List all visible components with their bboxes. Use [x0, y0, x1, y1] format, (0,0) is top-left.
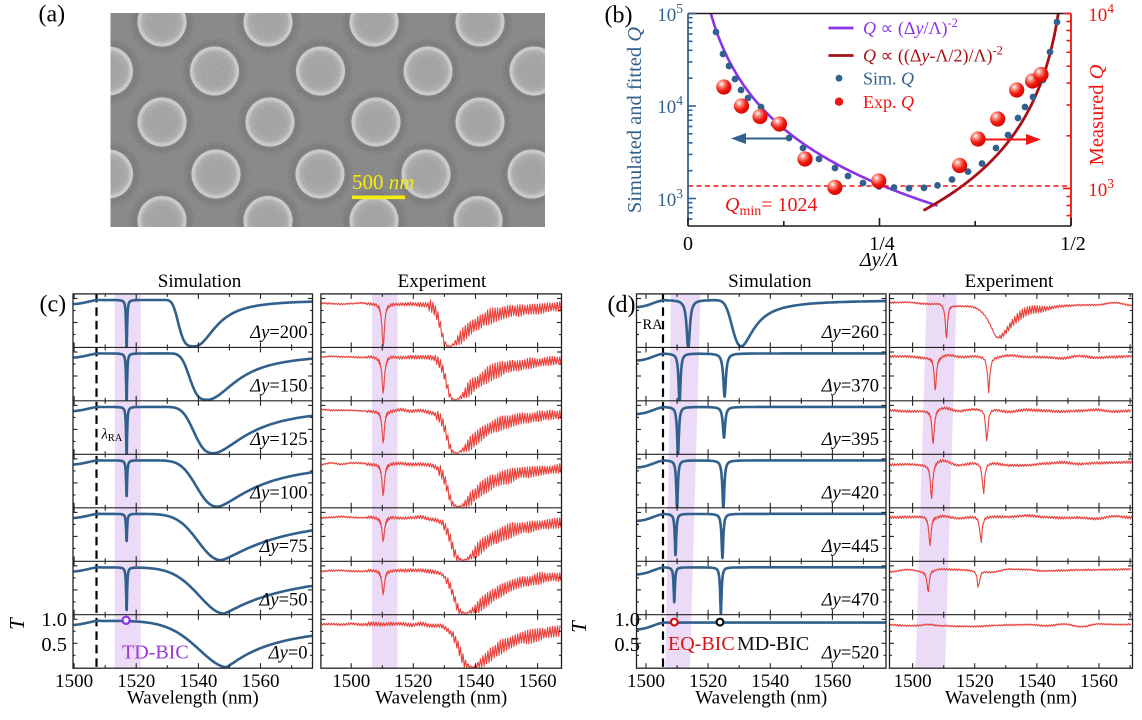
- svg-text:Δy=420: Δy=420: [821, 483, 879, 503]
- svg-text:Δy=200: Δy=200: [249, 323, 307, 343]
- svg-text:Δy=0: Δy=0: [268, 644, 308, 664]
- svg-text:Exp. Q: Exp. Q: [863, 92, 914, 112]
- svg-text:1500: 1500: [627, 671, 665, 692]
- svg-text:Experiment: Experiment: [398, 271, 487, 292]
- svg-text:Δy=395: Δy=395: [821, 430, 879, 450]
- svg-text:0: 0: [683, 233, 693, 255]
- svg-text:1540: 1540: [179, 671, 217, 692]
- svg-text:(c): (c): [40, 292, 67, 318]
- svg-text:Δy=100: Δy=100: [249, 483, 307, 503]
- svg-text:Δy=50: Δy=50: [258, 590, 307, 610]
- svg-text:(d): (d): [608, 292, 636, 318]
- svg-text:T: T: [567, 620, 591, 633]
- svg-text:1500: 1500: [55, 671, 93, 692]
- svg-text:0.5: 0.5: [614, 634, 640, 656]
- svg-text:1560: 1560: [242, 671, 280, 692]
- svg-text:1520: 1520: [689, 671, 727, 692]
- svg-text:1520: 1520: [394, 671, 432, 692]
- svg-text:Δy=445: Δy=445: [821, 537, 879, 557]
- svg-text:1/4: 1/4: [869, 233, 895, 255]
- svg-text:Δy=260: Δy=260: [821, 323, 879, 343]
- svg-text:1560: 1560: [1080, 671, 1118, 692]
- svg-text:TD-BIC: TD-BIC: [122, 642, 189, 664]
- svg-text:(b): (b): [605, 2, 633, 28]
- svg-text:T: T: [5, 617, 29, 630]
- svg-text:1.0: 1.0: [614, 609, 640, 631]
- svg-text:1.0: 1.0: [41, 609, 67, 631]
- svg-text:1520: 1520: [956, 671, 994, 692]
- svg-text:Simulation: Simulation: [728, 271, 812, 292]
- svg-text:1500: 1500: [894, 671, 932, 692]
- svg-text:500 nm: 500 nm: [352, 170, 414, 194]
- svg-text:(a): (a): [39, 1, 66, 27]
- svg-text:1560: 1560: [813, 671, 851, 692]
- svg-text:Δy=470: Δy=470: [821, 590, 879, 610]
- svg-text:Measured Q: Measured Q: [1086, 64, 1108, 165]
- svg-text:0.5: 0.5: [41, 634, 67, 656]
- svg-text:Δy=125: Δy=125: [249, 430, 307, 450]
- svg-text:EQ-BIC: EQ-BIC: [668, 633, 735, 655]
- svg-text:Δy=520: Δy=520: [821, 644, 879, 664]
- svg-text:Δy=370: Δy=370: [821, 376, 879, 396]
- svg-text:Simulated and fitted Q: Simulated and fitted Q: [624, 27, 646, 213]
- svg-text:1560: 1560: [519, 671, 557, 692]
- svg-text:Δy=150: Δy=150: [249, 376, 307, 396]
- svg-text:1/2: 1/2: [1060, 233, 1086, 255]
- svg-text:Δy=75: Δy=75: [258, 537, 307, 557]
- svg-text:Q ∝ (Δy/Λ)-2: Q ∝ (Δy/Λ)-2: [863, 16, 958, 39]
- svg-text:Δy/Λ: Δy/Λ: [859, 249, 898, 271]
- svg-text:1540: 1540: [457, 671, 495, 692]
- svg-text:MD-BIC: MD-BIC: [737, 633, 809, 655]
- svg-text:1500: 1500: [332, 671, 370, 692]
- svg-text:Simulation: Simulation: [158, 271, 242, 292]
- svg-text:Sim. Q: Sim. Q: [863, 69, 914, 89]
- svg-text:Wavelength (nm): Wavelength (nm): [695, 688, 827, 709]
- svg-text:1540: 1540: [1018, 671, 1056, 692]
- svg-text:1540: 1540: [751, 671, 789, 692]
- svg-text:RA: RA: [643, 317, 664, 333]
- svg-text:Wavelength (nm): Wavelength (nm): [127, 688, 259, 709]
- svg-text:Wavelength (nm): Wavelength (nm): [945, 688, 1077, 709]
- svg-text:Q ∝ ((Δy-Λ/2)/Λ)-2: Q ∝ ((Δy-Λ/2)/Λ)-2: [863, 44, 1003, 67]
- svg-text:Wavelength (nm): Wavelength (nm): [375, 688, 507, 709]
- svg-text:Experiment: Experiment: [965, 271, 1054, 292]
- svg-text:Qmin= 1024: Qmin= 1024: [725, 194, 818, 219]
- svg-text:1520: 1520: [117, 671, 155, 692]
